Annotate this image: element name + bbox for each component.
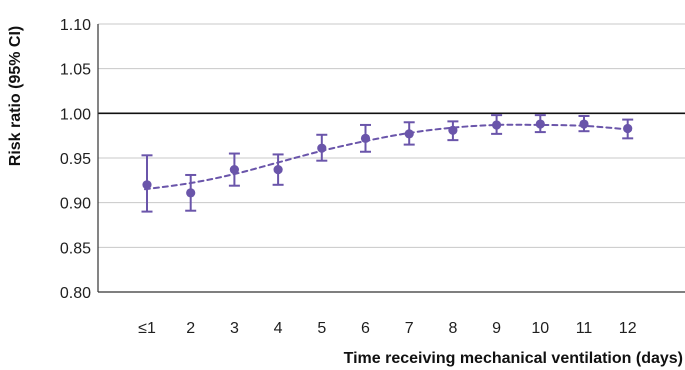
data-point — [273, 165, 283, 175]
x-tick-label: 7 — [405, 320, 414, 337]
x-tick-label: 9 — [492, 320, 501, 337]
y-tick-label: 1.05 — [60, 62, 91, 79]
x-tick-label: 4 — [274, 320, 283, 337]
data-point — [404, 129, 414, 139]
x-tick-label: 10 — [531, 320, 549, 337]
axis-lines — [97, 24, 685, 293]
x-tick-labels: ≤1 2 3 4 5 6 7 8 9 10 11 12 — [138, 320, 637, 337]
data-point — [448, 125, 458, 135]
data-points — [142, 119, 633, 198]
data-point — [360, 133, 371, 143]
y-tick-label: 0.80 — [60, 285, 91, 302]
data-point — [229, 165, 239, 175]
y-tick-label: 0.95 — [60, 151, 91, 168]
y-tick-label: 1.10 — [60, 17, 91, 34]
x-tick-label: 11 — [576, 320, 593, 337]
trend-line — [144, 123, 629, 191]
data-point — [535, 119, 545, 129]
x-tick-label: 6 — [361, 320, 370, 337]
y-tick-label: 0.85 — [60, 240, 91, 257]
y-axis-title: Risk ratio (95% CI) — [7, 26, 24, 166]
data-point — [142, 180, 152, 190]
trend-line-layer — [144, 123, 629, 191]
x-tick-label: 12 — [619, 320, 637, 337]
data-point — [579, 119, 589, 129]
error-bars — [141, 114, 634, 213]
x-tick-label: 3 — [230, 320, 239, 337]
x-tick-label: 8 — [448, 320, 457, 337]
x-tick-label: 2 — [186, 320, 195, 337]
y-tick-labels: 0.80 0.85 0.90 0.95 1.00 1.05 1.10 — [60, 17, 91, 302]
data-point — [317, 143, 327, 153]
y-tick-label: 1.00 — [60, 106, 91, 123]
y-tick-label: 0.90 — [60, 196, 91, 213]
data-point — [186, 188, 196, 198]
x-tick-label: 5 — [317, 320, 326, 337]
grid-lines — [98, 23, 685, 293]
data-point — [623, 123, 633, 134]
x-axis-title: Time receiving mechanical ventilation (d… — [344, 350, 683, 367]
x-tick-label: ≤1 — [138, 320, 156, 337]
data-point — [492, 120, 502, 130]
